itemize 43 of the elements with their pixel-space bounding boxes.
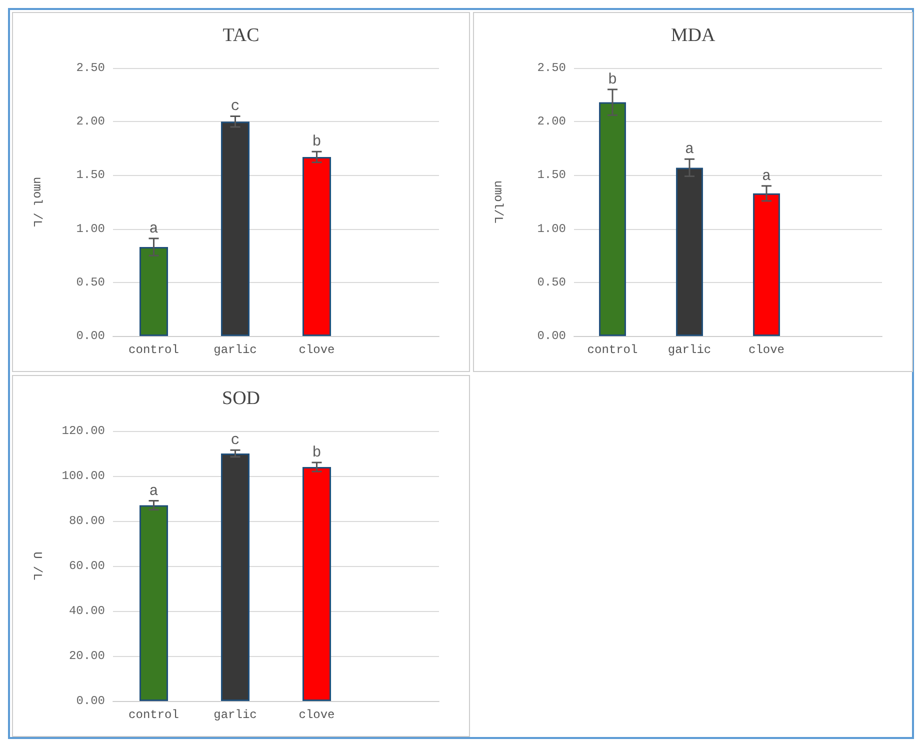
x-tick-label: control (587, 343, 638, 357)
y-tick-label: 120.00 (62, 424, 105, 438)
x-tick-label: clove (298, 343, 335, 357)
chart-title: TAC (222, 25, 260, 46)
y-tick-label: 0.50 (537, 275, 566, 290)
annotation: b (312, 444, 322, 462)
x-tick-label: clove (298, 708, 335, 722)
y-tick-label: 100.00 (62, 469, 105, 483)
y-tick-label: 2.50 (537, 61, 566, 75)
y-tick-label: 1.00 (537, 222, 566, 236)
chart-title: MDA (670, 25, 716, 46)
y-tick-label: 2.50 (76, 61, 105, 75)
annotation: a (684, 141, 694, 158)
y-tick-label: 0.50 (76, 275, 105, 290)
x-tick-label: garlic (668, 343, 712, 357)
y-tick-label: 1.50 (76, 168, 105, 182)
annotation: a (149, 220, 158, 238)
annotation: a (762, 168, 772, 185)
y-tick-label: 20.00 (68, 649, 105, 663)
annotation: c (230, 432, 240, 450)
annotation: b (608, 71, 618, 88)
x-tick-label: control (128, 343, 179, 357)
annotation: c (230, 98, 240, 116)
y-axis-title: umol/L (491, 180, 505, 224)
x-tick-label: garlic (214, 343, 257, 357)
x-tick-label: clove (748, 343, 785, 357)
y-tick-label: 60.00 (68, 559, 105, 573)
annotation: b (312, 134, 322, 151)
annotation: a (149, 482, 158, 500)
x-tick-label: control (128, 708, 179, 722)
y-tick-label: 1.50 (537, 168, 566, 182)
y-tick-label: 0.00 (76, 329, 105, 343)
y-tick-label: 40.00 (68, 604, 105, 618)
y-tick-label: 1.00 (76, 222, 105, 236)
y-tick-label: 0.00 (537, 329, 566, 343)
y-tick-label: 2.00 (537, 114, 566, 129)
y-tick-label: 2.00 (76, 114, 105, 129)
y-tick-label: 0.00 (76, 694, 105, 708)
x-tick-label: garlic (214, 708, 257, 722)
y-axis-title: umol /L (30, 176, 44, 228)
y-tick-label: 80.00 (68, 514, 105, 528)
chart-title: SOD (222, 388, 260, 409)
y-axis-title: U /L (30, 552, 44, 580)
